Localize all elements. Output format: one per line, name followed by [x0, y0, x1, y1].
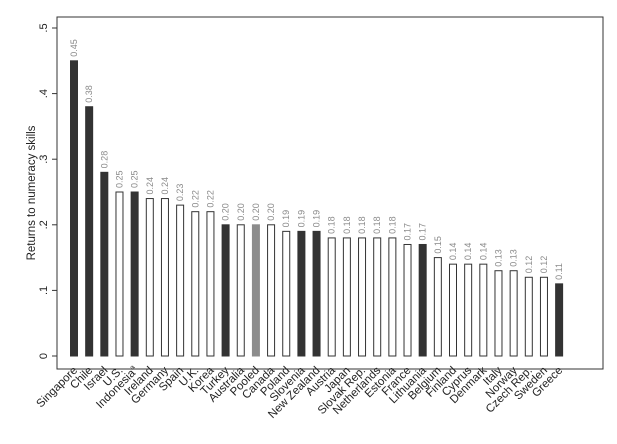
plot-border: [56, 16, 604, 370]
data-label: 0.11: [554, 263, 564, 280]
y-tick-label: .5: [38, 23, 50, 32]
bar: [509, 270, 518, 357]
bar: [327, 237, 336, 357]
data-label: 0.19: [312, 210, 322, 228]
data-label: 0.14: [463, 243, 473, 261]
bar: [297, 230, 306, 357]
data-label: 0.20: [221, 203, 231, 221]
bars: [70, 60, 564, 357]
bar: [236, 224, 245, 357]
plot-frame: [56, 16, 604, 370]
y-tick-label: .2: [38, 220, 50, 229]
bar: [251, 224, 260, 357]
data-label: 0.15: [433, 236, 443, 254]
data-label: 0.24: [145, 177, 155, 195]
bar: [312, 230, 321, 357]
data-label: 0.18: [357, 216, 367, 234]
bar: [145, 198, 154, 357]
data-label: 0.13: [509, 249, 519, 267]
data-label: 0.25: [114, 170, 124, 188]
data-label: 0.20: [266, 203, 276, 221]
bar: [388, 237, 397, 357]
bar: [191, 211, 200, 357]
bar: [342, 237, 351, 357]
data-label: 0.18: [342, 216, 352, 234]
data-label: 0.17: [418, 223, 428, 241]
bar: [206, 211, 215, 357]
data-label: 0.28: [99, 151, 109, 169]
data-label: 0.18: [372, 216, 382, 234]
bar: [70, 60, 78, 357]
data-label: 0.13: [493, 249, 503, 267]
data-label: 0.18: [327, 216, 337, 234]
bar: [85, 106, 94, 357]
data-label: 0.22: [190, 190, 200, 208]
data-label: 0.19: [281, 210, 291, 228]
bar: [176, 204, 185, 357]
y-tick-label: .3: [38, 155, 50, 164]
bar: [464, 263, 473, 357]
bar: [100, 171, 109, 357]
y-axis: 0 .1 .2 .3 .4 .5: [38, 23, 57, 359]
data-label: 0.14: [478, 243, 488, 261]
x-axis-labels: SingaporeChileIsraelU.S.IndonesiaaIrelan…: [35, 364, 566, 421]
bar: [221, 224, 230, 357]
y-tick-label: .1: [38, 286, 50, 295]
bar: [539, 276, 548, 357]
bar: [524, 276, 533, 357]
bar: [449, 263, 457, 357]
data-label: 0.38: [84, 85, 94, 103]
data-label: 0.45: [69, 39, 79, 57]
y-tick-label: 0: [38, 353, 50, 359]
bar: [130, 191, 139, 357]
bar: [115, 191, 124, 357]
bar: [479, 263, 488, 357]
y-axis-title: Returns to numeracy skills: [26, 125, 38, 260]
data-label: 0.24: [160, 177, 170, 195]
bar: [373, 237, 382, 357]
bar: [358, 237, 367, 357]
bar: [433, 257, 442, 357]
bar: [494, 270, 503, 357]
bar: [267, 224, 276, 357]
data-label: 0.19: [296, 210, 306, 228]
bar: [282, 230, 291, 357]
bar: [555, 283, 564, 357]
data-label: 0.17: [403, 223, 413, 241]
value-labels: 0.45 0.38 0.28 0.25 0.25 0.24 0.24 0.23 0.22 0.22…: [69, 39, 564, 280]
data-label: 0.22: [205, 190, 215, 208]
data-label: 0.20: [236, 203, 246, 221]
data-label: 0.18: [387, 216, 397, 234]
data-label: 0.14: [448, 243, 458, 261]
bar: [160, 198, 169, 357]
data-label: 0.23: [175, 184, 185, 202]
data-label: 0.25: [130, 170, 140, 188]
data-label: 0.20: [251, 203, 261, 221]
data-label: 0.12: [539, 256, 549, 274]
data-label: 0.12: [524, 256, 534, 274]
bar: [403, 243, 412, 357]
y-tick-label: .4: [38, 89, 50, 98]
bar: [418, 243, 427, 357]
